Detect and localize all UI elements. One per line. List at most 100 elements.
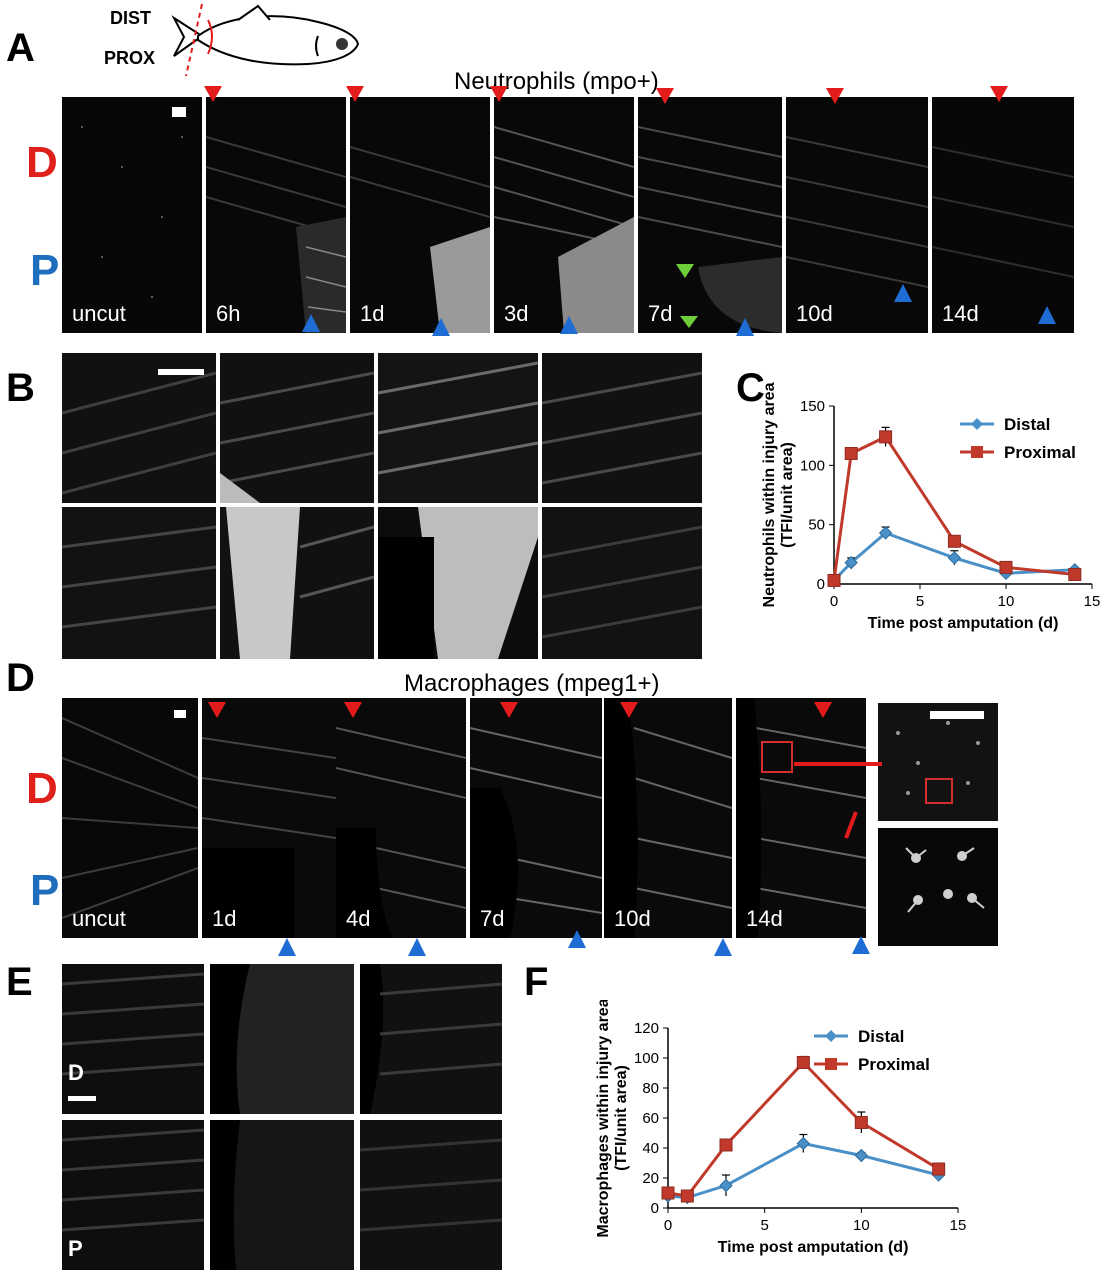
panel-letter-d: D [6, 656, 35, 700]
data-point-distal [947, 551, 962, 565]
data-point-distal [719, 1178, 733, 1193]
series-line-proximal [667, 1060, 940, 1198]
y-tick-label: 120 [634, 1020, 659, 1037]
panel-b-image [62, 507, 216, 659]
distal-arrowhead [208, 702, 226, 718]
data-point-proximal [680, 1189, 694, 1203]
panel-b-image [378, 507, 538, 659]
timepoint-label: 7d [648, 301, 673, 326]
panel-d-image-4d: 4d [336, 698, 466, 938]
chart-f: 0 5 10 15 0 20 40 60 80 100 120 Time post amputatio… [595, 1000, 967, 1256]
y-tick-label: 60 [642, 1110, 659, 1127]
panel-b-image [220, 507, 374, 659]
panel-letter-f: F [524, 960, 549, 1004]
data-point-proximal [947, 534, 961, 548]
panel-a-distal-label: D [26, 138, 58, 187]
inset-connector-lines [794, 762, 882, 839]
timepoint-label: uncut [72, 906, 126, 931]
y-axis-label: Neutrophils within injury area [761, 382, 778, 607]
y-tick-label: 0 [651, 1200, 659, 1217]
proximal-arrowhead [408, 938, 426, 956]
x-tick-label: 0 [664, 1217, 672, 1234]
y-tick-label: 100 [800, 457, 825, 474]
panel-d-image-10d: 10d [604, 698, 732, 938]
data-point-proximal [854, 1116, 868, 1129]
proximal-arrowhead [302, 314, 320, 332]
y-axis-label-units: (TFI/unit area) [779, 442, 796, 548]
legend-label-proximal: Proximal [1004, 443, 1076, 462]
distal-arrowhead [814, 702, 832, 718]
panel-d-inset-cells [878, 828, 998, 946]
distal-arrowhead [620, 702, 638, 718]
panel-d-proximal-label: P [30, 866, 60, 915]
y-tick-label: 20 [642, 1170, 659, 1187]
legend-marker [825, 1058, 837, 1070]
timepoint-label: 10d [796, 301, 833, 326]
green-arrowhead [680, 316, 698, 328]
legend-marker [971, 418, 983, 430]
y-tick-label: 100 [634, 1050, 659, 1067]
panel-e-image: D [62, 964, 204, 1114]
proximal-arrowhead [560, 316, 578, 334]
timepoint-label: 14d [942, 301, 979, 326]
distal-arrowhead [344, 702, 362, 718]
timepoint-label: 1d [360, 301, 385, 326]
distal-arrowhead [826, 88, 844, 104]
y-tick-label: 150 [800, 398, 825, 415]
panel-e-image [360, 964, 502, 1114]
proximal-arrowhead [852, 936, 870, 954]
x-tick-label: 15 [950, 1217, 967, 1234]
timepoint-label: uncut [72, 301, 126, 326]
panel-e-image [360, 1120, 502, 1270]
proximal-arrowhead [894, 284, 912, 302]
panel-d-image-14d: 14d [736, 698, 866, 938]
x-tick-label: 5 [916, 593, 924, 610]
legend-label-proximal: Proximal [858, 1055, 930, 1074]
panel-a-image-3d: 3d [494, 97, 634, 333]
panel-d-image-1d: 1d [202, 698, 336, 938]
y-tick-label: 50 [808, 517, 825, 534]
panel-d-inset-zoom [878, 703, 998, 821]
panel-a-image-6h: 6h [206, 97, 346, 333]
y-axis-label-units: (TFI/unit area) [613, 1065, 630, 1171]
panel-b-image [220, 353, 374, 503]
scale-bar [172, 107, 186, 117]
panel-a-image-1d: 1d [350, 97, 490, 333]
timepoint-label: 3d [504, 301, 529, 326]
timepoint-label: 1d [212, 906, 237, 931]
data-point-proximal [719, 1138, 733, 1152]
timepoint-label: 4d [346, 906, 371, 931]
scale-bar [930, 711, 984, 719]
x-axis-label: Time post amputation (d) [718, 1239, 909, 1256]
schematic-prox-label: PROX [104, 48, 156, 68]
timepoint-label: 14d [746, 906, 783, 931]
timepoint-label: 7d [480, 906, 505, 931]
panel-letter-e: E [6, 960, 33, 1004]
scale-bar [174, 710, 186, 718]
panel-e-image: P [62, 1120, 204, 1270]
panel-d-title: Macrophages (mpeg1+) [404, 670, 660, 697]
data-point-proximal [879, 430, 893, 444]
x-axis-label: Time post amputation (d) [868, 615, 1059, 632]
x-tick-label: 10 [853, 1217, 870, 1234]
legend-label-distal: Distal [1004, 415, 1050, 434]
panel-e-proximal-label: P [68, 1236, 83, 1261]
timepoint-label: 6h [216, 301, 241, 326]
data-point-proximal [796, 1056, 810, 1069]
data-point-proximal [1068, 568, 1082, 582]
y-tick-label: 40 [642, 1140, 659, 1157]
distal-arrowhead [204, 86, 222, 102]
data-point-proximal [999, 560, 1013, 574]
x-tick-label: 15 [1084, 593, 1100, 610]
proximal-arrowhead [432, 318, 450, 336]
distal-arrowhead [500, 702, 518, 718]
panel-e-distal-label: D [68, 1060, 84, 1085]
green-arrowhead [676, 264, 694, 278]
panel-letter-a: A [6, 26, 35, 70]
panel-a-image-14d: 14d [932, 97, 1074, 333]
panel-e-image [210, 1120, 354, 1270]
panel-letter-b: B [6, 366, 35, 410]
legend-marker [825, 1030, 837, 1042]
panel-d-image-uncut: uncut [62, 698, 198, 938]
